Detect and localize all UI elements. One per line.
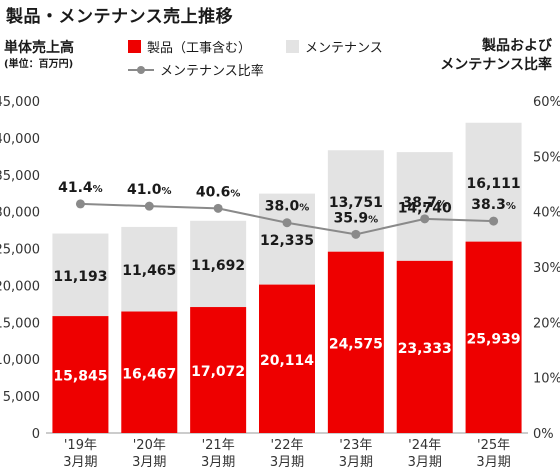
x-tick-label-period: 3月期 [270,455,304,470]
y2-tick-label: 20% [533,316,560,331]
legend-label-maintenance: メンテナンス [305,41,383,56]
ratio-data-label: 41.0% [127,182,172,198]
y-tick-label: 30,000 [0,206,40,221]
bar-maintenance [121,226,178,312]
y2-tick-label: 0% [533,427,554,442]
ratio-data-label: 38.0% [265,199,310,215]
ratio-point [351,229,361,239]
y-tick-label: 40,000 [0,132,40,147]
x-tick-label-period: 3月期 [201,455,235,470]
x-tick-label-period: 3月期 [339,455,373,470]
y-tick-label: 45,000 [0,95,40,110]
y-tick-label: 15,000 [0,316,40,331]
data-label-product: 23,333 [398,341,452,357]
data-label-maintenance: 16,111 [467,176,521,192]
x-tick-label-year: '19年 [64,438,97,453]
ratio-point [489,216,499,226]
x-tick-label-year: '24年 [408,438,441,453]
y2-tick-label: 60% [533,95,560,110]
data-label-maintenance: 12,335 [260,233,314,249]
legend-item-ratio: メンテナンス比率 [128,60,264,79]
bar-product [396,260,453,433]
y-tick-label: 25,000 [0,243,40,258]
ratio-point [213,203,223,213]
legend-label-ratio: メンテナンス比率 [160,64,264,79]
legend-line-marker-ratio [128,65,154,74]
bar-product [52,316,109,433]
ratio-data-label: 38.3% [471,197,516,213]
y-tick-label: 35,000 [0,169,40,184]
data-label-maintenance: 11,193 [53,269,107,285]
bar-product [259,284,315,433]
right-axis-title-line1: 製品および [482,38,552,54]
legend-item-product: 製品（工事含む） [128,37,251,56]
y2-tick-label: 50% [533,150,560,165]
y2-tick-label: 30% [533,261,560,276]
y-tick-label: 5,000 [3,390,40,405]
legend-swatch-maintenance [286,40,299,53]
left-axis-unit: (単位：百万円) [4,59,74,70]
legend-swatch-product [128,40,141,53]
x-tick-label-year: '22年 [270,438,303,453]
left-axis-title: 単体売上高 [4,40,74,56]
bar-product [190,307,247,433]
legend-item-maintenance: メンテナンス [286,37,383,56]
y2-tick-label: 40% [533,206,560,221]
x-tick-label-period: 3月期 [132,455,166,470]
data-label-maintenance: 11,692 [191,258,245,274]
ratio-point [420,214,430,224]
data-label-product: 16,467 [122,366,176,382]
data-label-product: 20,114 [260,353,314,369]
x-tick-label-year: '25年 [477,438,510,453]
x-tick-label-year: '21年 [202,438,235,453]
legend-label-product: 製品（工事含む） [147,41,252,56]
bar-maintenance [190,220,247,308]
right-axis-title: 製品および メンテナンス比率 [382,37,552,75]
data-label-maintenance: 13,751 [329,195,383,211]
x-tick-label-period: 3月期 [63,455,97,470]
data-label-maintenance: 11,465 [122,263,176,279]
data-label-product: 15,845 [53,369,107,385]
chart-title: 製品・メンテナンス売上推移 [6,7,234,27]
bar-product [465,241,522,433]
data-label-maintenance: 14,740 [398,200,452,216]
ratio-point [144,201,154,211]
ratio-point [75,199,85,209]
ratio-data-label: 38.7% [402,195,447,211]
ratio-data-label: 40.6% [196,184,241,200]
ratio-data-label: 35.9% [334,210,379,226]
y2-tick-label: 10% [533,372,560,387]
bar-maintenance [396,152,453,261]
bar-maintenance [259,193,315,285]
bar-maintenance [52,233,109,317]
y-tick-label: 0 [32,427,40,442]
data-label-product: 25,939 [467,331,521,347]
data-label-product: 17,072 [191,364,245,380]
ratio-point [282,218,292,228]
y-tick-label: 10,000 [0,353,40,368]
x-tick-label-year: '20年 [133,438,166,453]
bar-product [121,311,178,433]
x-tick-label-period: 3月期 [476,455,510,470]
x-tick-label-year: '23年 [339,438,372,453]
x-tick-label-period: 3月期 [408,455,442,470]
ratio-data-label: 41.4% [58,180,103,196]
data-label-product: 24,575 [329,336,383,352]
bar-product [327,251,384,433]
y-tick-label: 20,000 [0,279,40,294]
right-axis-title-line2: メンテナンス比率 [440,57,552,73]
